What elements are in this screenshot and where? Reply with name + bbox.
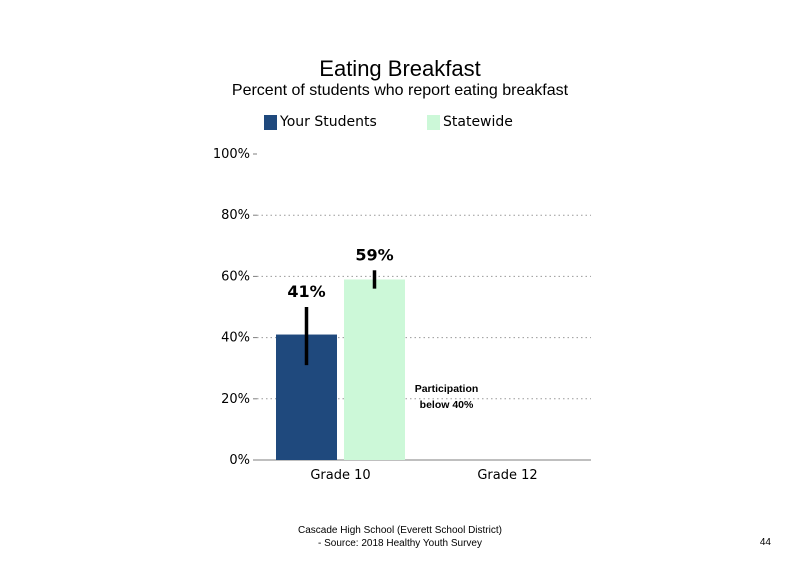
page-number: 44 — [759, 537, 771, 548]
y-tick-label: 0% — [229, 453, 250, 468]
bar-statewide-grade-10 — [344, 279, 405, 460]
annotation-line-1: Participation — [415, 383, 479, 395]
legend-label-statewide: Statewide — [443, 114, 513, 130]
legend-item-your-students: Your Students — [264, 114, 377, 130]
y-tick-label: 60% — [221, 269, 250, 284]
annotation-line-2: below 40% — [420, 399, 474, 411]
chart-legend: Your Students Statewide — [0, 114, 800, 134]
y-tick-label: 20% — [221, 392, 250, 407]
legend-item-statewide: Statewide — [427, 114, 513, 130]
legend-label-your-students: Your Students — [280, 114, 377, 130]
data-label: 59% — [355, 245, 393, 264]
chart-title: Eating Breakfast — [319, 56, 481, 81]
y-tick-label: 80% — [221, 208, 250, 223]
y-tick-label: 40% — [221, 331, 250, 346]
footer-school: Cascade High School (Everett School Dist… — [298, 525, 502, 536]
x-tick-label: Grade 10 — [310, 468, 370, 483]
footer-source: - Source: 2018 Healthy Youth Survey — [318, 538, 482, 549]
y-tick-label: 100% — [213, 147, 250, 162]
footer: Cascade High School (Everett School Dist… — [0, 524, 800, 550]
chart-subtitle: Percent of students who report eating br… — [231, 82, 569, 99]
data-label: 41% — [287, 282, 325, 301]
x-tick-label: Grade 12 — [477, 468, 537, 483]
legend-swatch-statewide — [427, 114, 440, 130]
legend-swatch-your-students — [264, 114, 277, 130]
